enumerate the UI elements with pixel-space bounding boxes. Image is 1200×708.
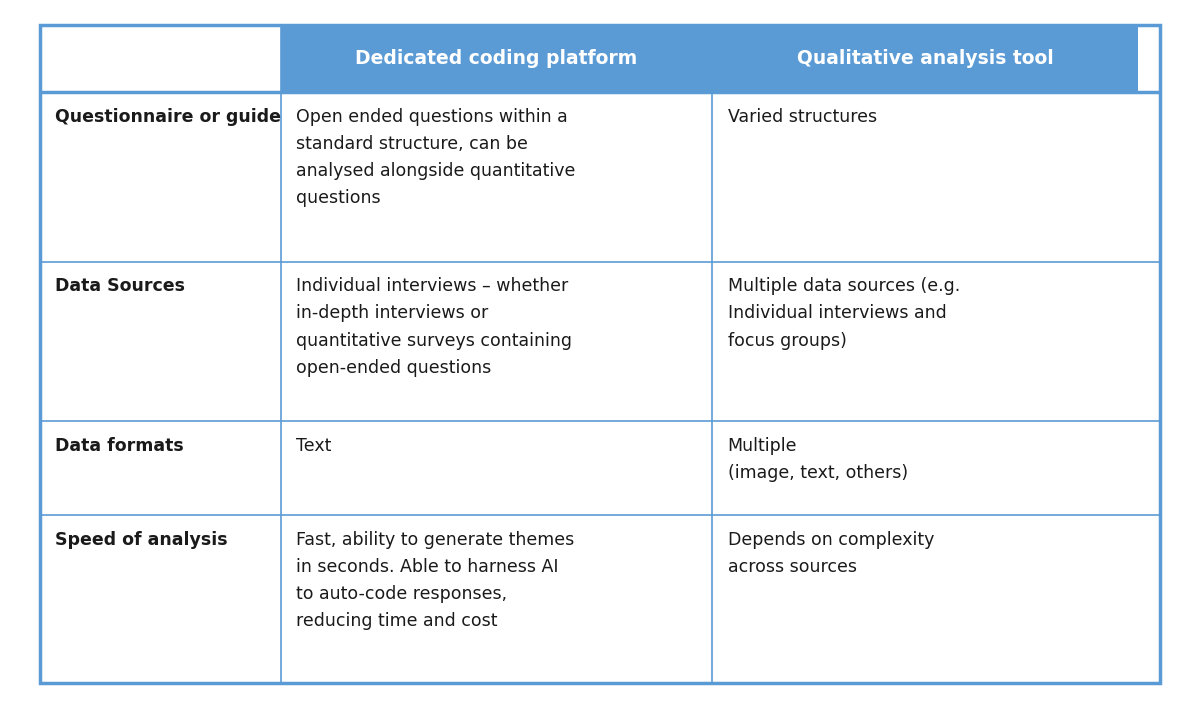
Text: Varied structures: Varied structures bbox=[727, 108, 877, 125]
Bar bbox=[40, 262, 281, 421]
Text: Data Sources: Data Sources bbox=[55, 278, 185, 295]
Bar bbox=[40, 515, 281, 683]
Text: Multiple
(image, text, others): Multiple (image, text, others) bbox=[727, 437, 908, 482]
Bar bbox=[40, 421, 281, 515]
Bar bbox=[281, 25, 712, 92]
Bar bbox=[40, 25, 281, 92]
Text: Text: Text bbox=[296, 437, 331, 455]
Text: Qualitative analysis tool: Qualitative analysis tool bbox=[797, 49, 1054, 68]
Bar bbox=[712, 92, 1138, 262]
Text: Data formats: Data formats bbox=[55, 437, 184, 455]
Bar bbox=[712, 25, 1138, 92]
Bar bbox=[281, 515, 712, 683]
Text: Questionnaire or guide: Questionnaire or guide bbox=[55, 108, 281, 125]
Text: Open ended questions within a
standard structure, can be
analysed alongside quan: Open ended questions within a standard s… bbox=[296, 108, 576, 207]
Bar bbox=[281, 421, 712, 515]
Text: Dedicated coding platform: Dedicated coding platform bbox=[355, 49, 637, 68]
Bar bbox=[281, 92, 712, 262]
Bar bbox=[712, 515, 1138, 683]
Text: Individual interviews – whether
in-depth interviews or
quantitative surveys cont: Individual interviews – whether in-depth… bbox=[296, 278, 572, 377]
Text: Multiple data sources (e.g.
Individual interviews and
focus groups): Multiple data sources (e.g. Individual i… bbox=[727, 278, 960, 350]
Bar bbox=[281, 262, 712, 421]
Text: Depends on complexity
across sources: Depends on complexity across sources bbox=[727, 530, 934, 576]
Text: Fast, ability to generate themes
in seconds. Able to harness AI
to auto-code res: Fast, ability to generate themes in seco… bbox=[296, 530, 575, 630]
Bar bbox=[712, 262, 1138, 421]
Text: Speed of analysis: Speed of analysis bbox=[55, 530, 228, 549]
Bar bbox=[712, 421, 1138, 515]
Bar bbox=[40, 92, 281, 262]
